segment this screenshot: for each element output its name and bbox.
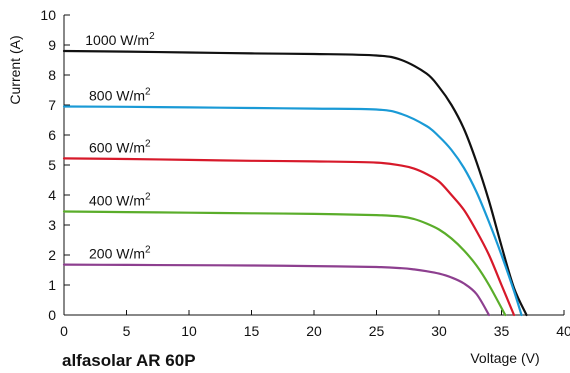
x-tick-label: 0 bbox=[60, 323, 68, 339]
x-tick-label: 15 bbox=[244, 323, 260, 339]
series-label: 1000 W/m2 bbox=[85, 31, 155, 48]
y-tick-label: 2 bbox=[48, 247, 56, 263]
y-tick-label: 3 bbox=[48, 217, 56, 233]
series-label-text: 200 W/m bbox=[89, 246, 145, 262]
series-label: 800 W/m2 bbox=[89, 87, 151, 104]
y-tick-label: 9 bbox=[48, 37, 56, 53]
x-tick-label: 5 bbox=[123, 323, 131, 339]
y-axis-label: Current (A) bbox=[7, 35, 23, 104]
y-tick-label: 10 bbox=[40, 7, 56, 23]
x-axis-label: Voltage (V) bbox=[470, 350, 539, 366]
series-group bbox=[62, 49, 528, 317]
ticks: 0 5 10 15 20 25 30 35 40 0 1 2 3 4 5 6 7 8 9 10 bbox=[40, 7, 570, 339]
y-tick-label: 4 bbox=[48, 187, 56, 203]
series-line-200-wm2 bbox=[62, 263, 491, 317]
axes bbox=[63, 14, 564, 316]
series-line-400-wm2 bbox=[62, 210, 507, 317]
series-label-text: 800 W/m bbox=[89, 88, 145, 104]
series-label-superscript: 2 bbox=[145, 87, 151, 98]
series-label-superscript: 2 bbox=[145, 138, 151, 149]
x-tick-label: 40 bbox=[556, 323, 570, 339]
x-tick-label: 30 bbox=[431, 323, 447, 339]
series-label-superscript: 2 bbox=[149, 31, 155, 42]
y-tick-label: 0 bbox=[48, 307, 56, 323]
x-tick-label: 25 bbox=[369, 323, 385, 339]
series-label-text: 400 W/m bbox=[89, 193, 145, 209]
x-tick-label: 10 bbox=[181, 323, 197, 339]
y-tick-label: 1 bbox=[48, 277, 56, 293]
x-tick-label: 20 bbox=[306, 323, 322, 339]
y-tick-label: 8 bbox=[48, 67, 56, 83]
y-tick-label: 6 bbox=[48, 127, 56, 143]
series-line-1000-wm2 bbox=[62, 49, 528, 317]
series-label-text: 600 W/m bbox=[89, 139, 145, 155]
x-tick-label: 35 bbox=[494, 323, 510, 339]
series-label: 600 W/m2 bbox=[89, 138, 151, 155]
y-tick-label: 5 bbox=[48, 157, 56, 173]
series-line-800-wm2 bbox=[62, 105, 523, 317]
series-line-600-wm2 bbox=[62, 157, 516, 317]
series-label: 400 W/m2 bbox=[89, 192, 151, 209]
series-label-superscript: 2 bbox=[145, 245, 151, 256]
series-label-superscript: 2 bbox=[145, 192, 151, 203]
y-tick-label: 7 bbox=[48, 97, 56, 113]
series-label-text: 1000 W/m bbox=[85, 32, 149, 48]
chart-title: alfasolar AR 60P bbox=[62, 351, 196, 370]
series-label: 200 W/m2 bbox=[89, 245, 151, 262]
